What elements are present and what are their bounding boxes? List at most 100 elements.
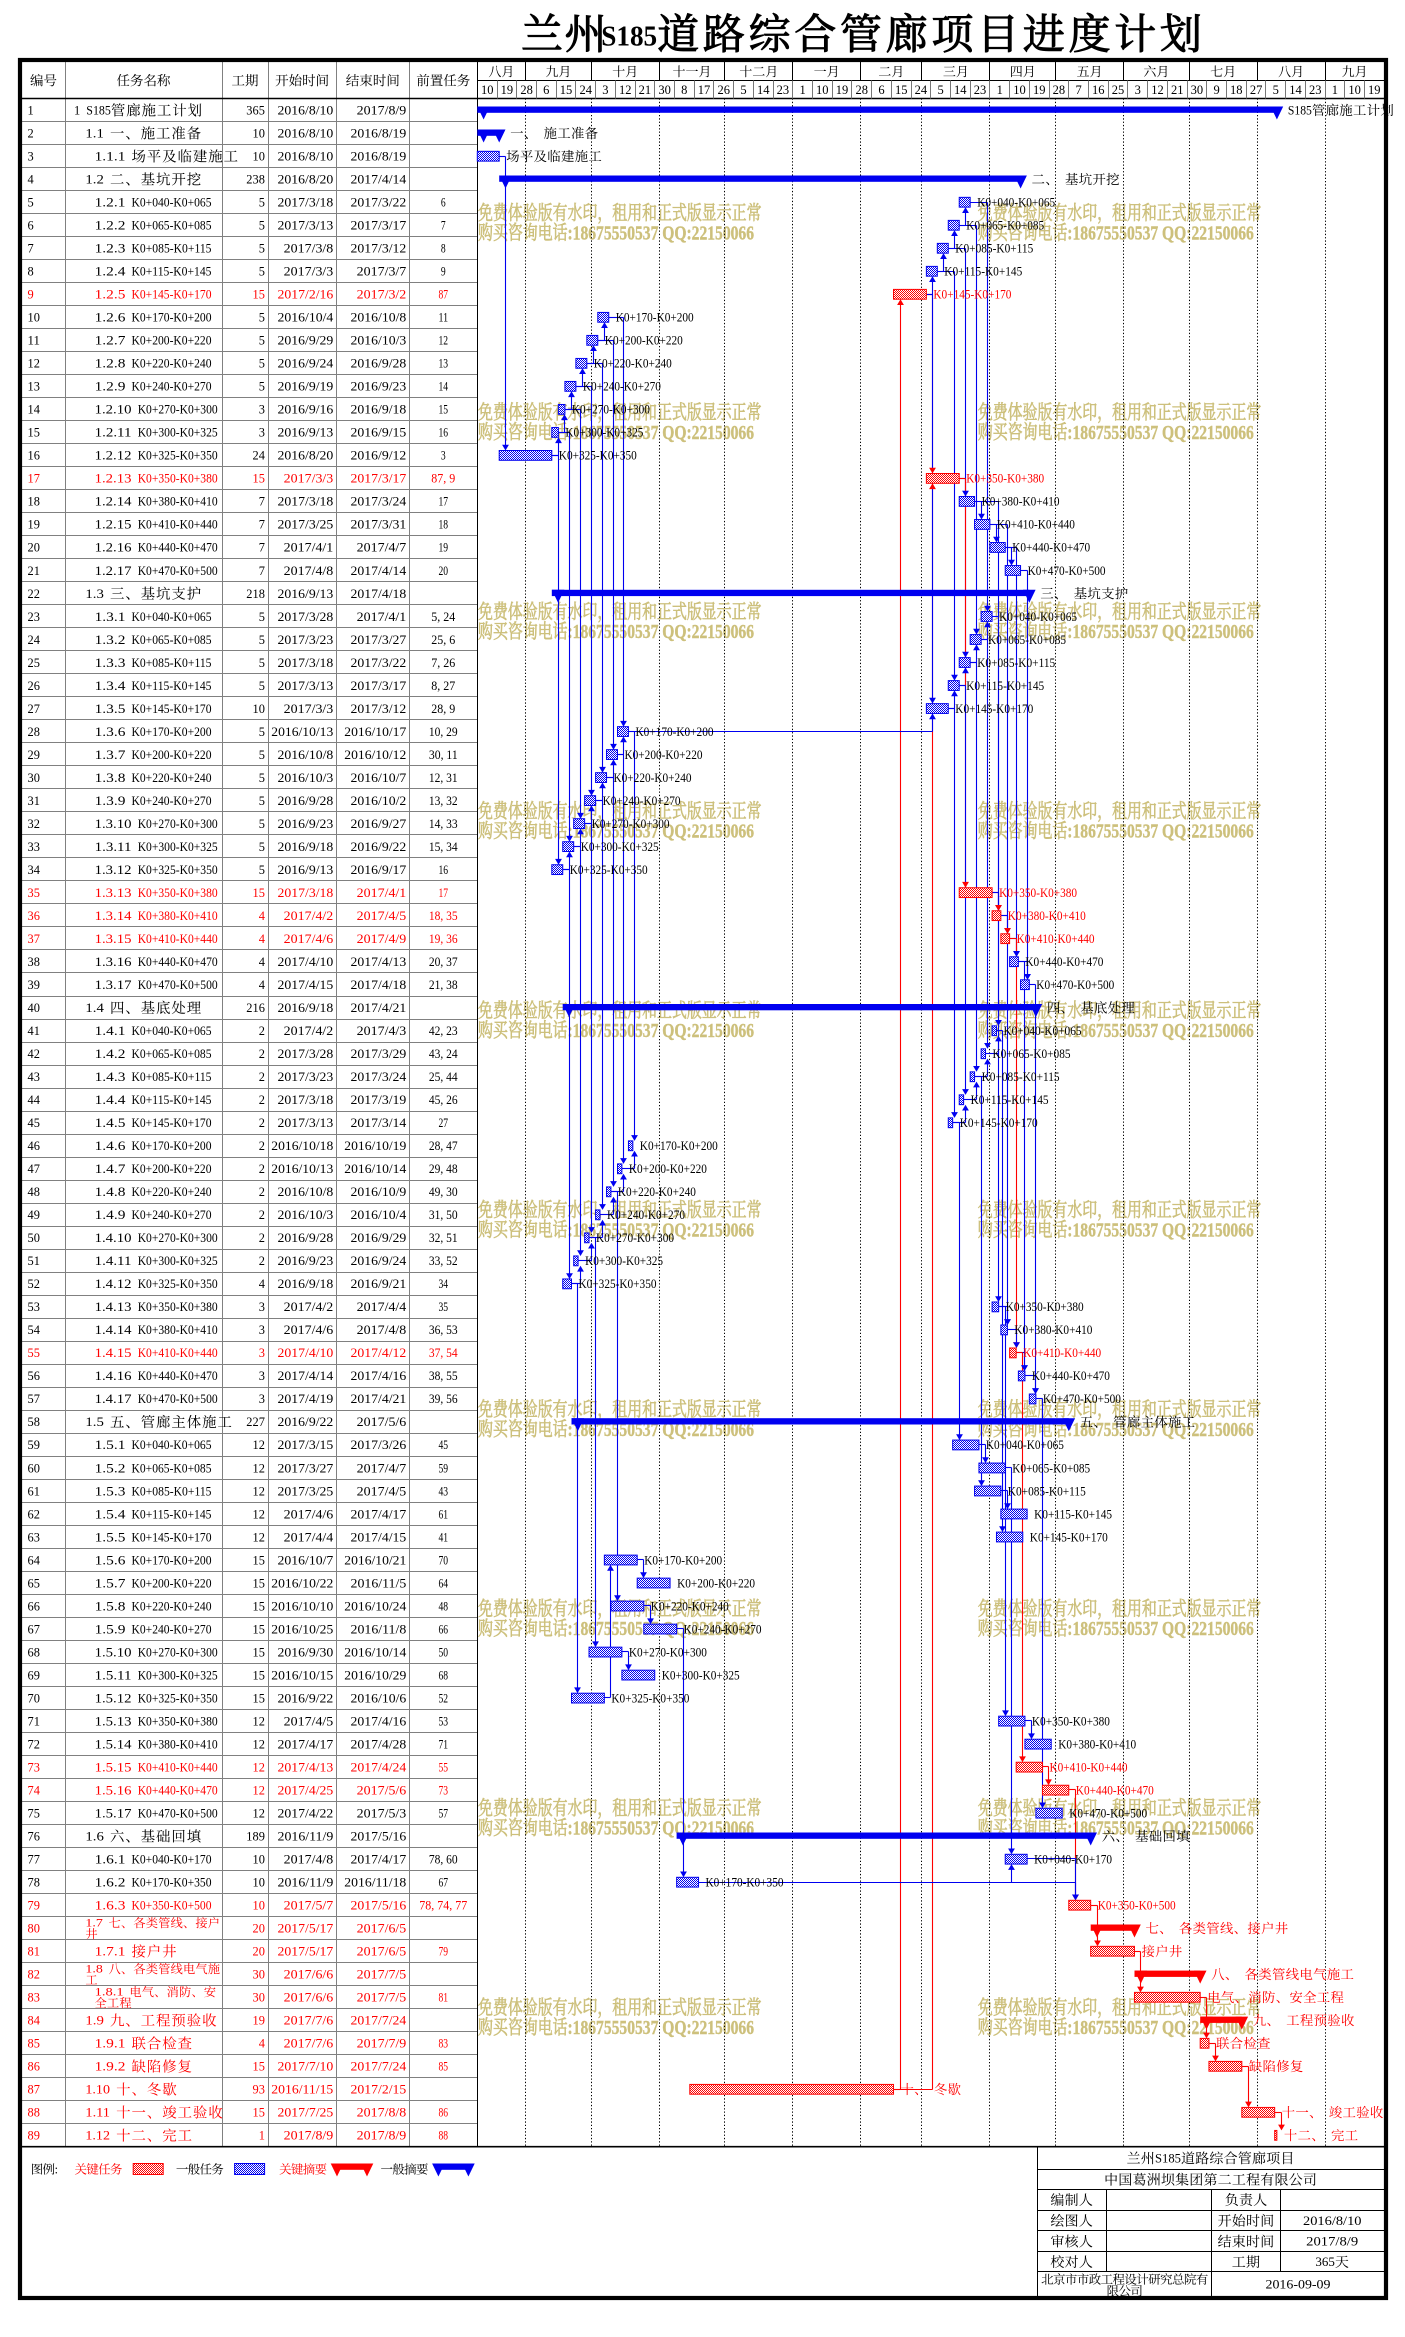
svg-text:2016/10/3: 2016/10/3 [351,333,407,348]
svg-text:39: 39 [28,977,40,992]
svg-text:K0+200-K0+220: K0+200-K0+220 [605,333,683,348]
svg-text:2017/4/14: 2017/4/14 [351,172,407,187]
svg-text:3: 3 [259,402,265,417]
svg-text:19: 19 [439,540,449,555]
svg-text:3: 3 [28,149,34,164]
svg-text:1.2.7: 1.2.7 [95,333,126,348]
svg-text:50: 50 [439,1644,449,1659]
svg-text:20: 20 [253,1944,265,1959]
svg-text:1.2.13: 1.2.13 [95,471,132,486]
svg-text:60: 60 [28,1460,40,1475]
svg-text:2016/10/13: 2016/10/13 [271,724,333,739]
svg-text:1.5.8: 1.5.8 [95,1598,126,1613]
svg-text:2016/10/2: 2016/10/2 [351,793,407,808]
svg-text:1.2.12: 1.2.12 [95,448,132,463]
svg-text:2017/4/17: 2017/4/17 [351,1852,407,1867]
svg-text:1.4.17: 1.4.17 [95,1391,132,1406]
svg-text:15: 15 [253,2105,265,2120]
svg-text:K0+350-K0+380: K0+350-K0+380 [138,1713,218,1728]
svg-text:1.6.2: 1.6.2 [95,1875,126,1890]
svg-text:2017/4/25: 2017/4/25 [278,1782,334,1797]
svg-text:15: 15 [439,402,449,417]
svg-text:1.4: 1.4 [85,1000,104,1015]
svg-text:2016/9/28: 2016/9/28 [278,1230,334,1245]
svg-text:K0+040-K0+065: K0+040-K0+065 [986,1437,1064,1452]
svg-text:1.2.5: 1.2.5 [95,287,126,302]
svg-text:K0+200-K0+220: K0+200-K0+220 [132,747,212,762]
svg-text:K0+470-K0+500: K0+470-K0+500 [138,977,218,992]
svg-text:2017/3/18: 2017/3/18 [278,655,334,670]
svg-text:15: 15 [895,83,908,97]
svg-text:17: 17 [439,494,449,509]
svg-text:K0+065-K0+085: K0+065-K0+085 [132,1046,212,1061]
svg-text:2017/4/21: 2017/4/21 [351,1000,407,1015]
svg-text:20: 20 [253,1921,265,1936]
svg-text:3: 3 [259,1368,265,1383]
svg-text:13: 13 [28,379,40,394]
svg-text:66: 66 [439,1621,449,1636]
svg-text:1.5.1: 1.5.1 [95,1437,126,1452]
svg-text:1.2.3: 1.2.3 [95,241,126,256]
svg-text:K0+440-K0+470: K0+440-K0+470 [1025,954,1103,969]
svg-text:2016/9/17: 2016/9/17 [351,862,407,877]
svg-text:8: 8 [681,83,687,97]
svg-text:K0+410-K0+440: K0+410-K0+440 [138,1759,218,1774]
svg-text:17: 17 [439,885,449,900]
svg-text:2: 2 [259,1138,265,1153]
svg-text:3: 3 [259,425,265,440]
svg-text:40: 40 [28,1000,40,1015]
svg-text:218: 218 [246,586,265,601]
svg-text:20: 20 [439,563,449,578]
svg-text:2017/7/5: 2017/7/5 [357,1967,407,1982]
svg-text:2016/11/8: 2016/11/8 [351,1621,407,1636]
svg-text:2016/8/20: 2016/8/20 [278,172,334,187]
svg-text:5: 5 [259,632,265,647]
svg-text:7: 7 [259,540,266,555]
svg-text:1.2.9: 1.2.9 [95,379,126,394]
svg-text:2017/4/16: 2017/4/16 [351,1368,407,1383]
svg-text:23: 23 [1309,83,1322,97]
svg-text:K0+300-K0+325: K0+300-K0+325 [662,1667,740,1682]
svg-text:2016/10/13: 2016/10/13 [271,1161,333,1176]
svg-text:5: 5 [259,241,265,256]
svg-text:1.4.1: 1.4.1 [95,1023,126,1038]
svg-text:11: 11 [439,310,449,325]
svg-text:28, 9: 28, 9 [431,701,455,716]
svg-text:14: 14 [954,83,967,97]
svg-text:1.4.5: 1.4.5 [95,1115,126,1130]
svg-text:K0+040-K0+065: K0+040-K0+065 [132,195,212,210]
svg-text:68: 68 [439,1667,449,1682]
svg-text:2017/3/19: 2017/3/19 [351,1092,407,1107]
svg-text:2016/9/12: 2016/9/12 [351,448,407,463]
svg-text:K0+380-K0+410: K0+380-K0+410 [138,1736,218,1751]
svg-text:59: 59 [28,1437,40,1452]
svg-text:1.8: 1.8 [85,1964,103,1976]
svg-text:2016/10/8: 2016/10/8 [351,310,407,325]
svg-text:1.11: 1.11 [85,2105,110,2120]
svg-text:1.4.12: 1.4.12 [95,1276,132,1291]
svg-text:2017/4/4: 2017/4/4 [357,1299,407,1314]
svg-text:61: 61 [28,1483,40,1498]
svg-text:57: 57 [439,1806,449,1821]
svg-text:K0+220-K0+240: K0+220-K0+240 [614,770,692,785]
svg-text:28: 28 [1053,83,1066,97]
svg-text:K0+040-K0+065: K0+040-K0+065 [132,1023,212,1038]
svg-text:2017/3/26: 2017/3/26 [351,1437,407,1452]
svg-text:K0+145-K0+170: K0+145-K0+170 [132,1529,212,1544]
svg-text:2017/3/17: 2017/3/17 [351,471,407,486]
svg-text:K0+040-K0+065: K0+040-K0+065 [977,195,1055,210]
svg-text:5: 5 [1273,83,1279,97]
svg-text:K0+085-K0+115: K0+085-K0+115 [982,1069,1060,1084]
svg-text:2017/4/2: 2017/4/2 [284,908,334,923]
svg-text:71: 71 [439,1736,449,1751]
svg-text:5: 5 [259,195,265,210]
svg-text:5: 5 [259,310,265,325]
svg-text:2: 2 [259,1207,265,1222]
svg-text:1.4.2: 1.4.2 [95,1046,126,1061]
svg-text:7: 7 [441,218,446,233]
svg-text:2017/3/22: 2017/3/22 [351,655,407,670]
svg-text:10: 10 [816,83,829,97]
svg-text:K0+470-K0+500: K0+470-K0+500 [138,1391,218,1406]
svg-text:11: 11 [28,333,40,348]
svg-text:21: 21 [1171,83,1184,97]
